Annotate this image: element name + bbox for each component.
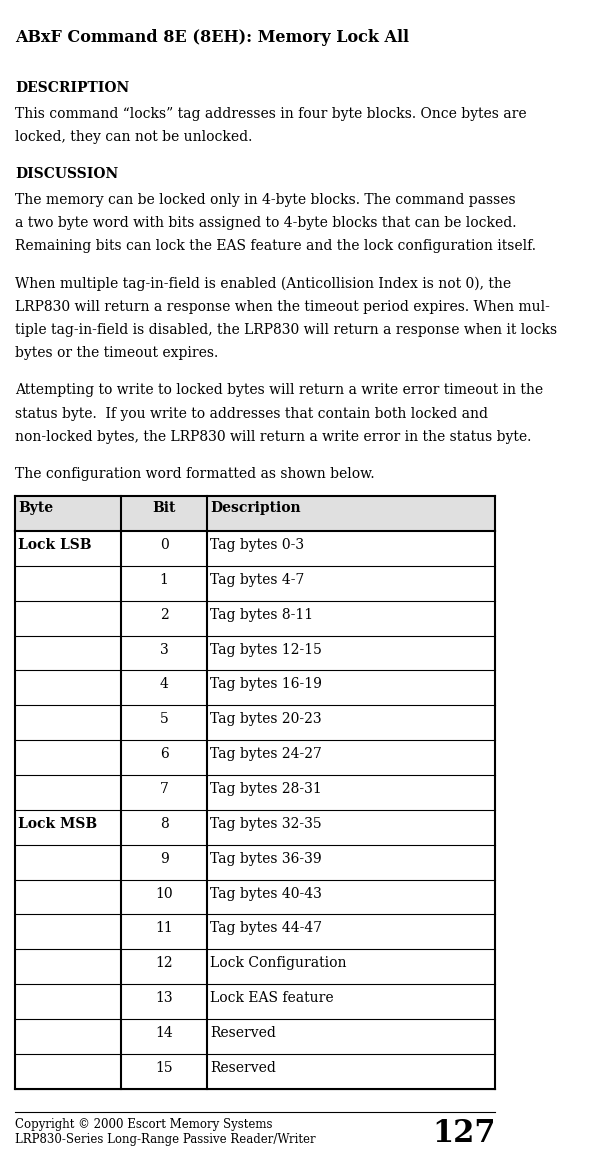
Text: Copyright © 2000 Escort Memory Systems
LRP830-Series Long-Range Passive Reader/W: Copyright © 2000 Escort Memory Systems L… — [15, 1118, 316, 1146]
Text: Tag bytes 12-15: Tag bytes 12-15 — [210, 643, 322, 657]
Text: 3: 3 — [160, 643, 168, 657]
Text: 2: 2 — [160, 608, 168, 622]
Text: Bit: Bit — [153, 501, 176, 515]
Text: 0: 0 — [160, 538, 168, 552]
Text: Tag bytes 32-35: Tag bytes 32-35 — [210, 817, 322, 831]
Text: locked, they can not be unlocked.: locked, they can not be unlocked. — [15, 130, 252, 144]
Text: Tag bytes 24-27: Tag bytes 24-27 — [210, 747, 322, 761]
Text: 5: 5 — [160, 712, 168, 726]
Text: Tag bytes 28-31: Tag bytes 28-31 — [210, 782, 322, 796]
Text: This command “locks” tag addresses in four byte blocks. Once bytes are: This command “locks” tag addresses in fo… — [15, 107, 527, 121]
Text: Remaining bits can lock the EAS feature and the lock configuration itself.: Remaining bits can lock the EAS feature … — [15, 239, 536, 253]
Text: 15: 15 — [155, 1061, 173, 1075]
Text: 14: 14 — [155, 1026, 173, 1040]
Text: Lock Configuration: Lock Configuration — [210, 956, 346, 970]
Text: Tag bytes 44-47: Tag bytes 44-47 — [210, 921, 322, 935]
Text: When multiple tag-in-field is enabled (Anticollision Index is not 0), the: When multiple tag-in-field is enabled (A… — [15, 277, 511, 290]
Text: Byte: Byte — [18, 501, 53, 515]
Text: 1: 1 — [160, 573, 168, 587]
Text: Lock MSB: Lock MSB — [18, 817, 97, 831]
Text: Reserved: Reserved — [210, 1026, 276, 1040]
Text: non-locked bytes, the LRP830 will return a write error in the status byte.: non-locked bytes, the LRP830 will return… — [15, 430, 532, 444]
Text: The memory can be locked only in 4-byte blocks. The command passes: The memory can be locked only in 4-byte … — [15, 193, 516, 207]
Text: 13: 13 — [155, 991, 173, 1005]
Text: Tag bytes 4-7: Tag bytes 4-7 — [210, 573, 304, 587]
Text: 11: 11 — [155, 921, 173, 935]
Text: Lock EAS feature: Lock EAS feature — [210, 991, 334, 1005]
Text: LRP830 will return a response when the timeout period expires. When mul-: LRP830 will return a response when the t… — [15, 300, 550, 314]
Text: Reserved: Reserved — [210, 1061, 276, 1075]
Text: Tag bytes 40-43: Tag bytes 40-43 — [210, 887, 322, 901]
Text: 7: 7 — [160, 782, 168, 796]
Text: 6: 6 — [160, 747, 168, 761]
FancyBboxPatch shape — [15, 496, 495, 531]
Text: status byte.  If you write to addresses that contain both locked and: status byte. If you write to addresses t… — [15, 407, 489, 421]
Text: 127: 127 — [432, 1118, 495, 1149]
Text: DISCUSSION: DISCUSSION — [15, 167, 118, 181]
Text: Lock LSB: Lock LSB — [18, 538, 91, 552]
Text: a two byte word with bits assigned to 4-byte blocks that can be locked.: a two byte word with bits assigned to 4-… — [15, 216, 517, 230]
Text: 8: 8 — [160, 817, 168, 831]
Text: Tag bytes 8-11: Tag bytes 8-11 — [210, 608, 313, 622]
Text: tiple tag-in-field is disabled, the LRP830 will return a response when it locks: tiple tag-in-field is disabled, the LRP8… — [15, 323, 558, 337]
Text: Tag bytes 36-39: Tag bytes 36-39 — [210, 852, 322, 866]
Text: bytes or the timeout expires.: bytes or the timeout expires. — [15, 346, 219, 360]
Text: 12: 12 — [155, 956, 173, 970]
Text: 4: 4 — [160, 677, 168, 691]
Text: 9: 9 — [160, 852, 168, 866]
Text: Tag bytes 0-3: Tag bytes 0-3 — [210, 538, 304, 552]
Text: Tag bytes 16-19: Tag bytes 16-19 — [210, 677, 322, 691]
Text: Tag bytes 20-23: Tag bytes 20-23 — [210, 712, 322, 726]
Text: The configuration word formatted as shown below.: The configuration word formatted as show… — [15, 467, 375, 481]
Text: Attempting to write to locked bytes will return a write error timeout in the: Attempting to write to locked bytes will… — [15, 383, 543, 397]
Text: DESCRIPTION: DESCRIPTION — [15, 81, 130, 95]
Text: ABxF Command 8E (8EH): Memory Lock All: ABxF Command 8E (8EH): Memory Lock All — [15, 29, 409, 46]
Text: Description: Description — [210, 501, 300, 515]
Text: 10: 10 — [155, 887, 173, 901]
